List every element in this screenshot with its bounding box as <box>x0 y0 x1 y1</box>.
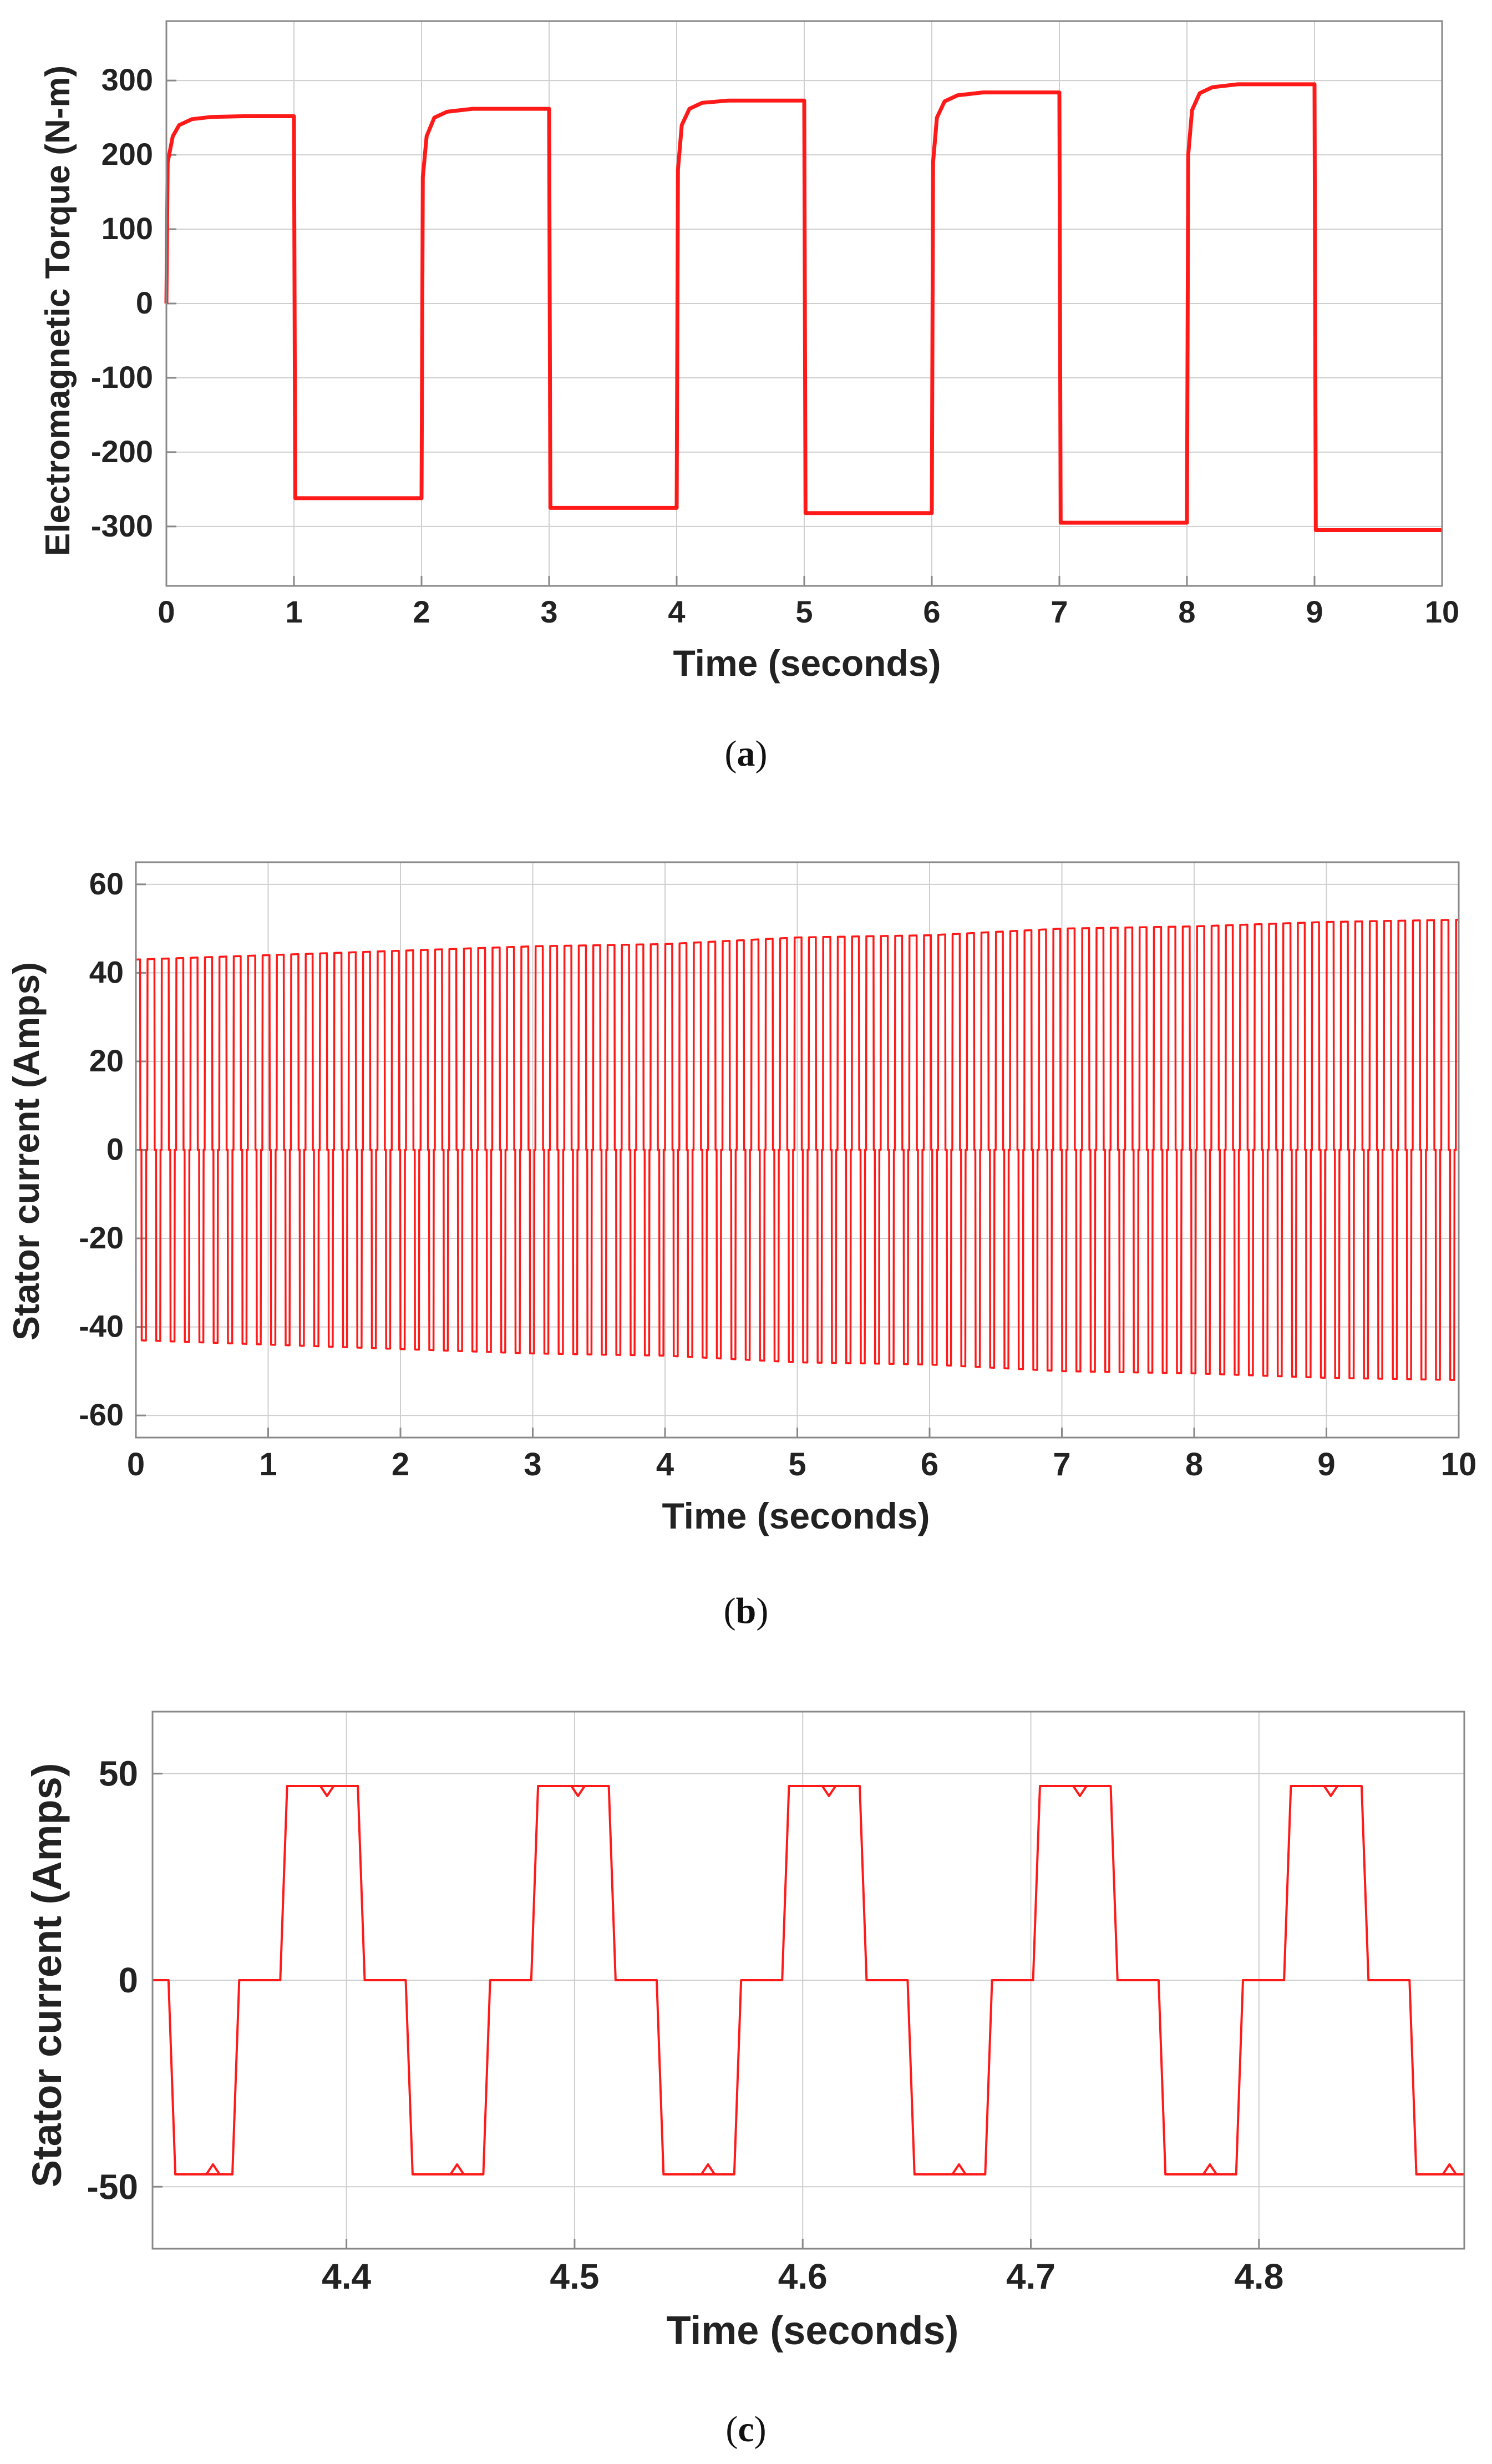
panel-a-y-tick-label: -100 <box>91 360 153 394</box>
panel-a-y-axis-label: Electromagnetic Torque (N-m) <box>39 65 77 556</box>
panel-b-y-tick-label: -60 <box>79 1397 124 1432</box>
panel-a-x-tick-label: 8 <box>1178 594 1195 629</box>
panel-a-caption: (a) <box>725 733 768 774</box>
panel-a-y-tick-label: 300 <box>102 62 153 97</box>
panel-b-x-tick-label: 0 <box>127 1446 145 1483</box>
panel-c: 4.4 4.5 4.6 4.7 4.8 50 0 -50 Time (seconds) St… <box>24 1711 1465 2450</box>
panel-a-y-tick-label: 100 <box>102 211 153 246</box>
panel-b-x-tick-labels: 0 1 2 3 4 5 6 7 8 9 10 <box>127 1446 1476 1483</box>
panel-b: 0 1 2 3 4 5 6 7 8 9 10 60 40 20 0 -20 -40 -60 Time (seco… <box>6 861 1476 1631</box>
panel-a: 0 1 2 3 4 5 6 7 8 9 10 300 200 100 0 -100 -200 -300 Time… <box>39 20 1459 774</box>
panel-b-x-tick-label: 4 <box>656 1446 674 1483</box>
panel-b-x-tick-label: 3 <box>524 1446 541 1483</box>
panel-b-y-tick-label: 20 <box>89 1043 124 1078</box>
panel-a-y-tick-label: 200 <box>102 136 153 171</box>
panel-c-y-axis-label: Stator current (Amps) <box>24 1763 70 2188</box>
panel-a-x-tick-label: 6 <box>923 594 940 629</box>
panel-a-axes-frame <box>165 20 1443 587</box>
panel-a-x-tick-label: 10 <box>1425 594 1459 629</box>
panel-b-x-tick-label: 5 <box>788 1446 806 1483</box>
panel-b-x-tick-label: 6 <box>921 1446 938 1483</box>
panel-a-x-tick-labels: 0 1 2 3 4 5 6 7 8 9 10 <box>158 594 1459 629</box>
panel-b-x-tick-label: 2 <box>392 1446 409 1483</box>
panel-b-y-axis-label: Stator current (Amps) <box>6 962 47 1340</box>
panel-a-x-tick-label: 5 <box>795 594 813 629</box>
panel-a-x-tick-label: 0 <box>158 594 175 629</box>
panel-a-y-tick-labels: 300 200 100 0 -100 -200 -300 <box>91 62 153 543</box>
panel-c-x-tick-label: 4.6 <box>778 2256 828 2296</box>
panel-a-x-tick-label: 3 <box>540 594 557 629</box>
panel-a-x-tick-label: 9 <box>1306 594 1323 629</box>
panel-a-y-tick-label: -200 <box>91 434 153 469</box>
panel-b-caption: (b) <box>724 1591 769 1631</box>
panel-b-y-tick-labels: 60 40 20 0 -20 -40 -60 <box>79 866 124 1432</box>
panel-c-x-tick-label: 4.5 <box>550 2256 599 2296</box>
panel-a-x-axis-label: Time (seconds) <box>673 642 941 684</box>
panel-a-torque-trace <box>164 82 1442 532</box>
panel-a-x-tick-label: 7 <box>1051 594 1068 629</box>
panel-c-x-tick-label: 4.4 <box>322 2256 371 2296</box>
panel-b-y-tick-label: -40 <box>79 1309 124 1344</box>
panel-b-stator-current-trace <box>135 918 1460 1381</box>
panel-b-y-tick-label: 0 <box>106 1132 124 1167</box>
panel-c-y-tick-labels: 50 0 -50 <box>87 1754 139 2207</box>
panel-c-caption: (c) <box>725 2409 766 2450</box>
panel-a-x-tick-label: 2 <box>413 594 430 629</box>
panel-b-x-axis-label: Time (seconds) <box>662 1495 930 1536</box>
panel-a-x-tick-label: 1 <box>285 594 302 629</box>
panel-b-x-tick-label: 7 <box>1053 1446 1070 1483</box>
panel-c-stator-current-trace <box>153 1785 1464 2175</box>
panel-c-y-tick-label: -50 <box>87 2167 139 2207</box>
panel-b-y-tick-label: 60 <box>89 866 124 901</box>
panel-b-x-tick-label: 8 <box>1185 1446 1203 1483</box>
panel-b-axes-frame <box>135 861 1460 1439</box>
panel-b-y-tick-label: -20 <box>79 1220 124 1255</box>
panel-a-y-tick-label: 0 <box>136 285 153 320</box>
panel-a-y-tick-label: -300 <box>91 508 153 543</box>
panel-b-x-tick-label: 9 <box>1317 1446 1335 1483</box>
panel-a-x-tick-label: 4 <box>668 594 685 629</box>
panel-c-x-tick-label: 4.7 <box>1006 2256 1055 2296</box>
panel-b-x-tick-label: 10 <box>1441 1446 1477 1483</box>
panel-c-x-axis-label: Time (seconds) <box>667 2309 959 2353</box>
panel-b-x-tick-label: 1 <box>259 1446 277 1483</box>
panel-c-x-tick-label: 4.8 <box>1234 2256 1283 2296</box>
panel-b-y-tick-label: 40 <box>89 954 124 989</box>
panel-c-x-tick-labels: 4.4 4.5 4.6 4.7 4.8 <box>322 2256 1283 2296</box>
panel-c-y-tick-label: 0 <box>118 1960 138 2000</box>
panel-c-y-tick-label: 50 <box>99 1754 138 1794</box>
panel-c-axes-frame <box>151 1711 1465 2250</box>
